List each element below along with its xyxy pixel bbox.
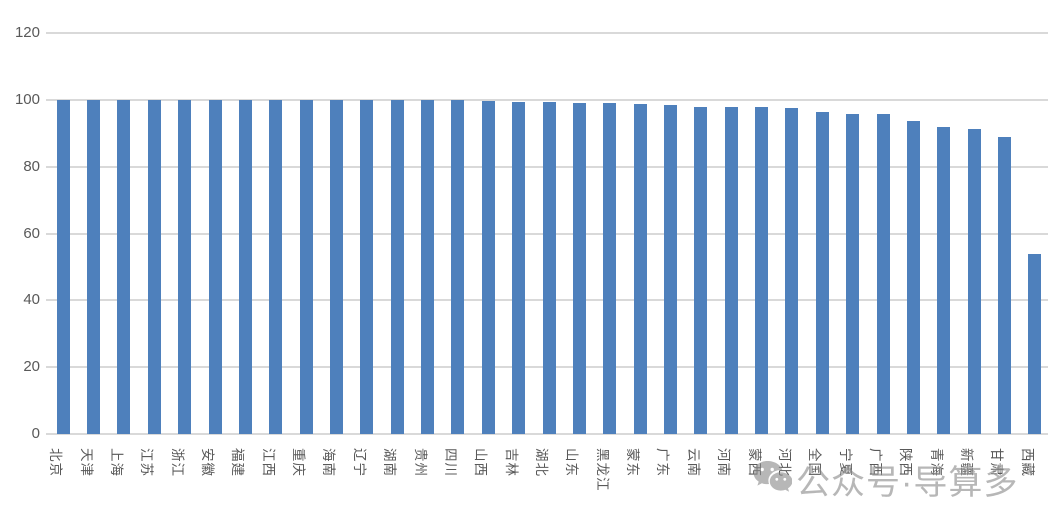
bar: [694, 106, 708, 434]
bar: [208, 99, 222, 434]
bar: [663, 105, 677, 434]
x-axis-tick-label: 湖北: [534, 448, 549, 477]
x-axis-tick-label: 甘肃: [989, 448, 1005, 477]
x-axis-tick-label: 云南: [685, 448, 701, 477]
x-axis-tick-label: 海南: [321, 448, 337, 477]
bar: [815, 111, 829, 434]
bar: [178, 99, 192, 434]
bar: [755, 107, 769, 434]
y-axis-tick-label: 100: [14, 90, 40, 108]
bar: [937, 126, 951, 434]
x-axis-tick-label: 浙江: [169, 448, 185, 477]
bar: [117, 99, 131, 434]
bar: [421, 99, 435, 434]
bar: [87, 99, 101, 434]
x-axis-tick-label: 福建: [230, 448, 246, 477]
x-axis-tick-label: 黑龙江: [594, 448, 610, 492]
x-axis-tick-label: 山西: [473, 448, 489, 477]
x-axis-tick-label: 蒙东: [625, 448, 641, 477]
bar: [329, 99, 343, 434]
bar: [481, 101, 495, 434]
bar: [360, 99, 374, 434]
x-axis-tick-label: 重庆: [291, 448, 307, 477]
x-axis-tick-label: 全国: [807, 448, 823, 477]
bar: [997, 136, 1011, 434]
y-axis-tick-label: 120: [14, 24, 40, 41]
bar: [299, 99, 313, 434]
x-axis-tick-label: 江西: [260, 448, 276, 477]
y-axis-tick-label: 40: [23, 291, 40, 309]
x-axis-tick-label: 上海: [108, 448, 124, 477]
bar: [876, 114, 890, 434]
x-axis-tick-label: 青海: [928, 448, 944, 477]
bar: [572, 102, 586, 434]
bar: [56, 99, 70, 434]
x-axis-tick-label: 贵州: [412, 448, 428, 477]
bar: [542, 101, 556, 434]
y-axis-tick-label: 20: [23, 358, 40, 376]
bar: [967, 128, 981, 434]
x-axis-tick-label: 湖南: [382, 448, 398, 477]
x-axis-tick-label: 广西: [868, 448, 883, 477]
bar: [846, 113, 860, 434]
bar: [603, 103, 617, 434]
bar: [147, 99, 161, 434]
x-axis-tick-label: 新疆: [959, 448, 975, 477]
x-axis-tick-label: 江苏: [139, 448, 155, 477]
y-axis-tick-label: 80: [23, 157, 40, 175]
bar: [238, 99, 252, 434]
bar: [724, 106, 738, 434]
gridline: [46, 433, 1048, 435]
x-axis-tick-label: 陕西: [898, 448, 914, 477]
bar: [390, 99, 404, 434]
x-axis-tick-label: 西藏: [1019, 448, 1035, 477]
x-axis-tick-label: 河北: [776, 448, 792, 477]
bar: [785, 108, 799, 434]
gridline: [46, 98, 1048, 101]
x-axis-tick-label: 蒙西: [746, 448, 762, 477]
y-axis-tick-label: 60: [23, 224, 40, 242]
x-axis-tick-label: 山东: [564, 448, 580, 477]
bar: [1028, 253, 1042, 434]
bar: [512, 101, 526, 434]
x-axis-tick-label: 宁夏: [837, 448, 853, 477]
y-axis-tick-label: 0: [31, 425, 40, 442]
x-axis-tick-label: 天津: [78, 448, 94, 477]
x-axis-tick-label: 辽宁: [351, 448, 367, 477]
x-axis-tick-label: 四川: [442, 448, 458, 477]
gridline: [46, 32, 1048, 34]
bar: [451, 100, 465, 434]
x-axis-tick-label: 吉林: [503, 448, 519, 477]
bar: [906, 121, 920, 434]
x-axis-tick-label: 北京: [48, 448, 64, 477]
x-axis-tick-label: 广东: [655, 448, 671, 477]
x-axis-tick-label: 安徽: [200, 448, 215, 477]
bar: [269, 99, 283, 434]
bar: [633, 103, 647, 434]
x-axis-tick-label: 河南: [716, 448, 732, 477]
